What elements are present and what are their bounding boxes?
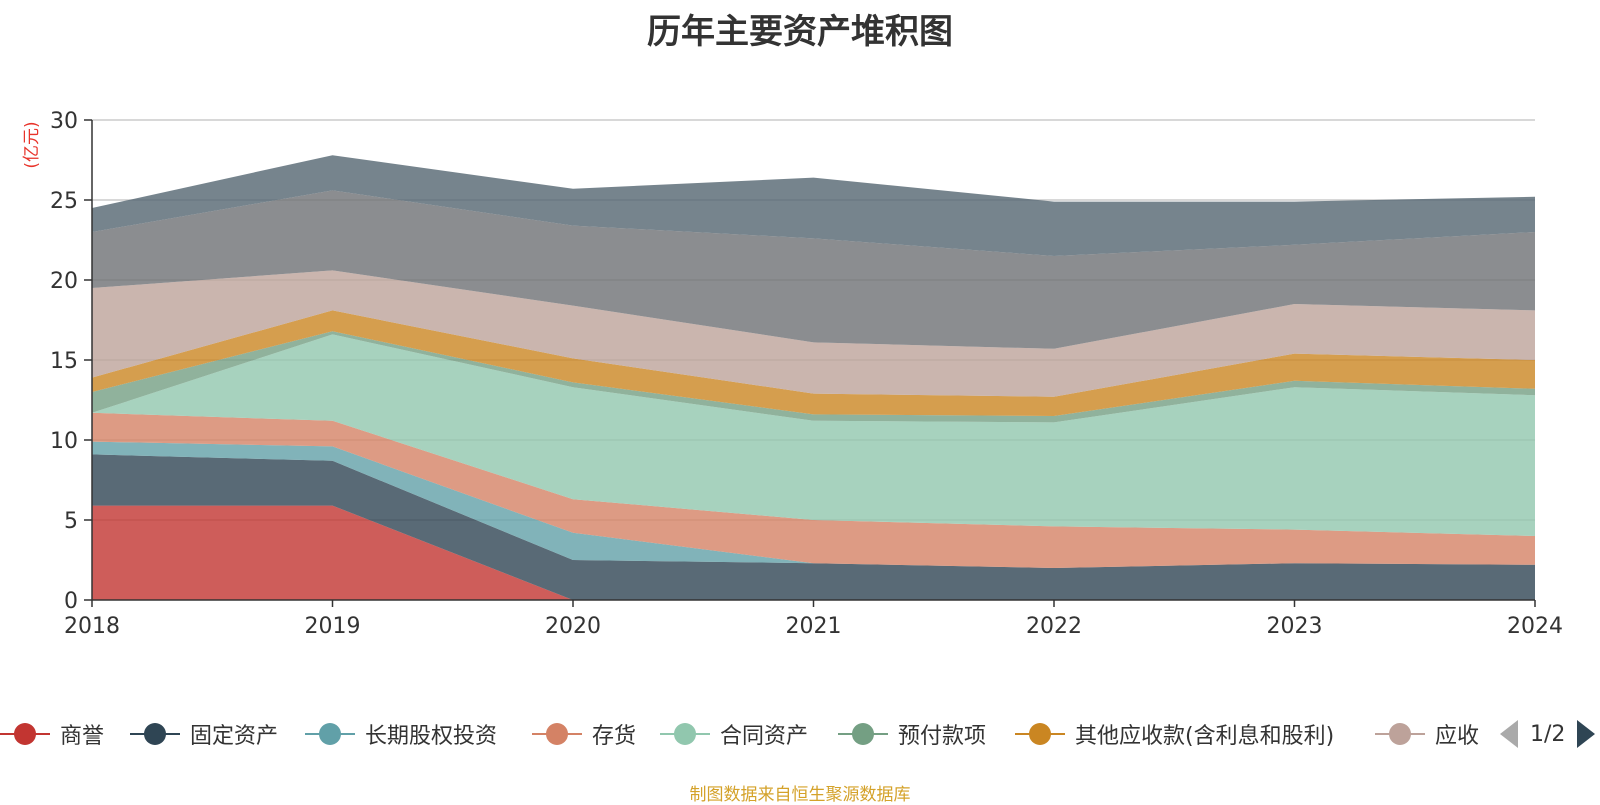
x-tick-label-5: 2023 <box>1267 614 1323 639</box>
x-tick-label-0: 2018 <box>64 614 120 639</box>
legend-marker-icon <box>0 723 50 745</box>
legend-item-7[interactable]: 应收 <box>1375 714 1479 754</box>
area-series-3 <box>92 412 1535 568</box>
legend-prev-page-icon[interactable] <box>1500 720 1518 748</box>
legend-item-3[interactable]: 存货 <box>532 714 636 754</box>
area-series-5 <box>92 331 1535 423</box>
area-series-9 <box>92 155 1535 256</box>
legend-label: 预付款项 <box>898 724 987 749</box>
legend-item-0[interactable]: 商誉 <box>0 714 104 754</box>
area-series-7 <box>92 270 1535 397</box>
legend-label: 商誉 <box>60 724 105 749</box>
legend-label: 合同资产 <box>720 724 809 749</box>
legend-marker-icon <box>660 723 710 745</box>
x-tick-label-4: 2022 <box>1026 614 1082 639</box>
y-tick-label-2: 10 <box>50 429 78 454</box>
x-tick-label-6: 2024 <box>1507 614 1563 639</box>
legend-next-page-icon[interactable] <box>1577 720 1596 748</box>
stacked-area-chart: 0 5 10 15 20 25 30 2018 2019 2020 2021 2022 2023 2024… <box>22 109 1563 639</box>
legend-item-4[interactable]: 合同资产 <box>660 714 808 754</box>
legend-label: 固定资产 <box>190 724 279 749</box>
legend-label: 应收 <box>1435 724 1480 749</box>
y-tick-label-0: 0 <box>64 589 78 614</box>
area-series-0 <box>92 505 1535 600</box>
y-tick-label-5: 25 <box>50 189 78 214</box>
area-series-8 <box>92 190 1535 349</box>
area-series-6 <box>92 310 1535 416</box>
legend-marker-icon <box>130 723 180 745</box>
legend-item-5[interactable]: 预付款项 <box>838 714 986 754</box>
x-tick-label-2: 2020 <box>545 614 601 639</box>
legend-page-indicator: 1/2 <box>1530 721 1566 747</box>
x-tick-label-1: 2019 <box>305 614 361 639</box>
legend-label: 存货 <box>592 724 637 749</box>
legend-marker-icon <box>532 723 582 745</box>
legend-label: 长期股权投资 <box>365 724 498 749</box>
legend: 商誉 固定资产 长期股权投资 存货 合同资产 预付款项 其他应收款(含利息和股利) 应收 <box>0 714 1600 754</box>
y-tick-label-6: 30 <box>50 109 78 134</box>
area-series-2 <box>92 441 1535 568</box>
legend-item-1[interactable]: 固定资产 <box>130 714 278 754</box>
y-tick-label-4: 20 <box>50 269 78 294</box>
legend-marker-icon <box>305 723 355 745</box>
legend-marker-icon <box>1375 723 1425 745</box>
legend-item-6[interactable]: 其他应收款(含利息和股利) <box>1015 714 1334 754</box>
source-note: 制图数据来自恒生聚源数据库 <box>689 785 911 805</box>
area-layers <box>92 155 1535 600</box>
legend-marker-icon <box>838 723 888 745</box>
y-tick-label-1: 5 <box>64 509 78 534</box>
legend-label: 其他应收款(含利息和股利) <box>1075 724 1335 749</box>
legend-marker-icon <box>1015 723 1065 745</box>
x-tick-label-3: 2021 <box>786 614 842 639</box>
y-tick-label-3: 15 <box>50 349 78 374</box>
legend-pager: 1/2 <box>1500 714 1596 754</box>
y-axis-unit-label: (亿元) <box>22 121 42 168</box>
area-series-1 <box>92 454 1535 600</box>
legend-item-2[interactable]: 长期股权投资 <box>305 714 497 754</box>
axes: 0 5 10 15 20 25 30 2018 2019 2020 2021 2022 2023 2024 <box>50 109 1563 639</box>
area-series-4 <box>92 334 1535 536</box>
chart-title: 历年主要资产堆积图 <box>647 12 953 52</box>
